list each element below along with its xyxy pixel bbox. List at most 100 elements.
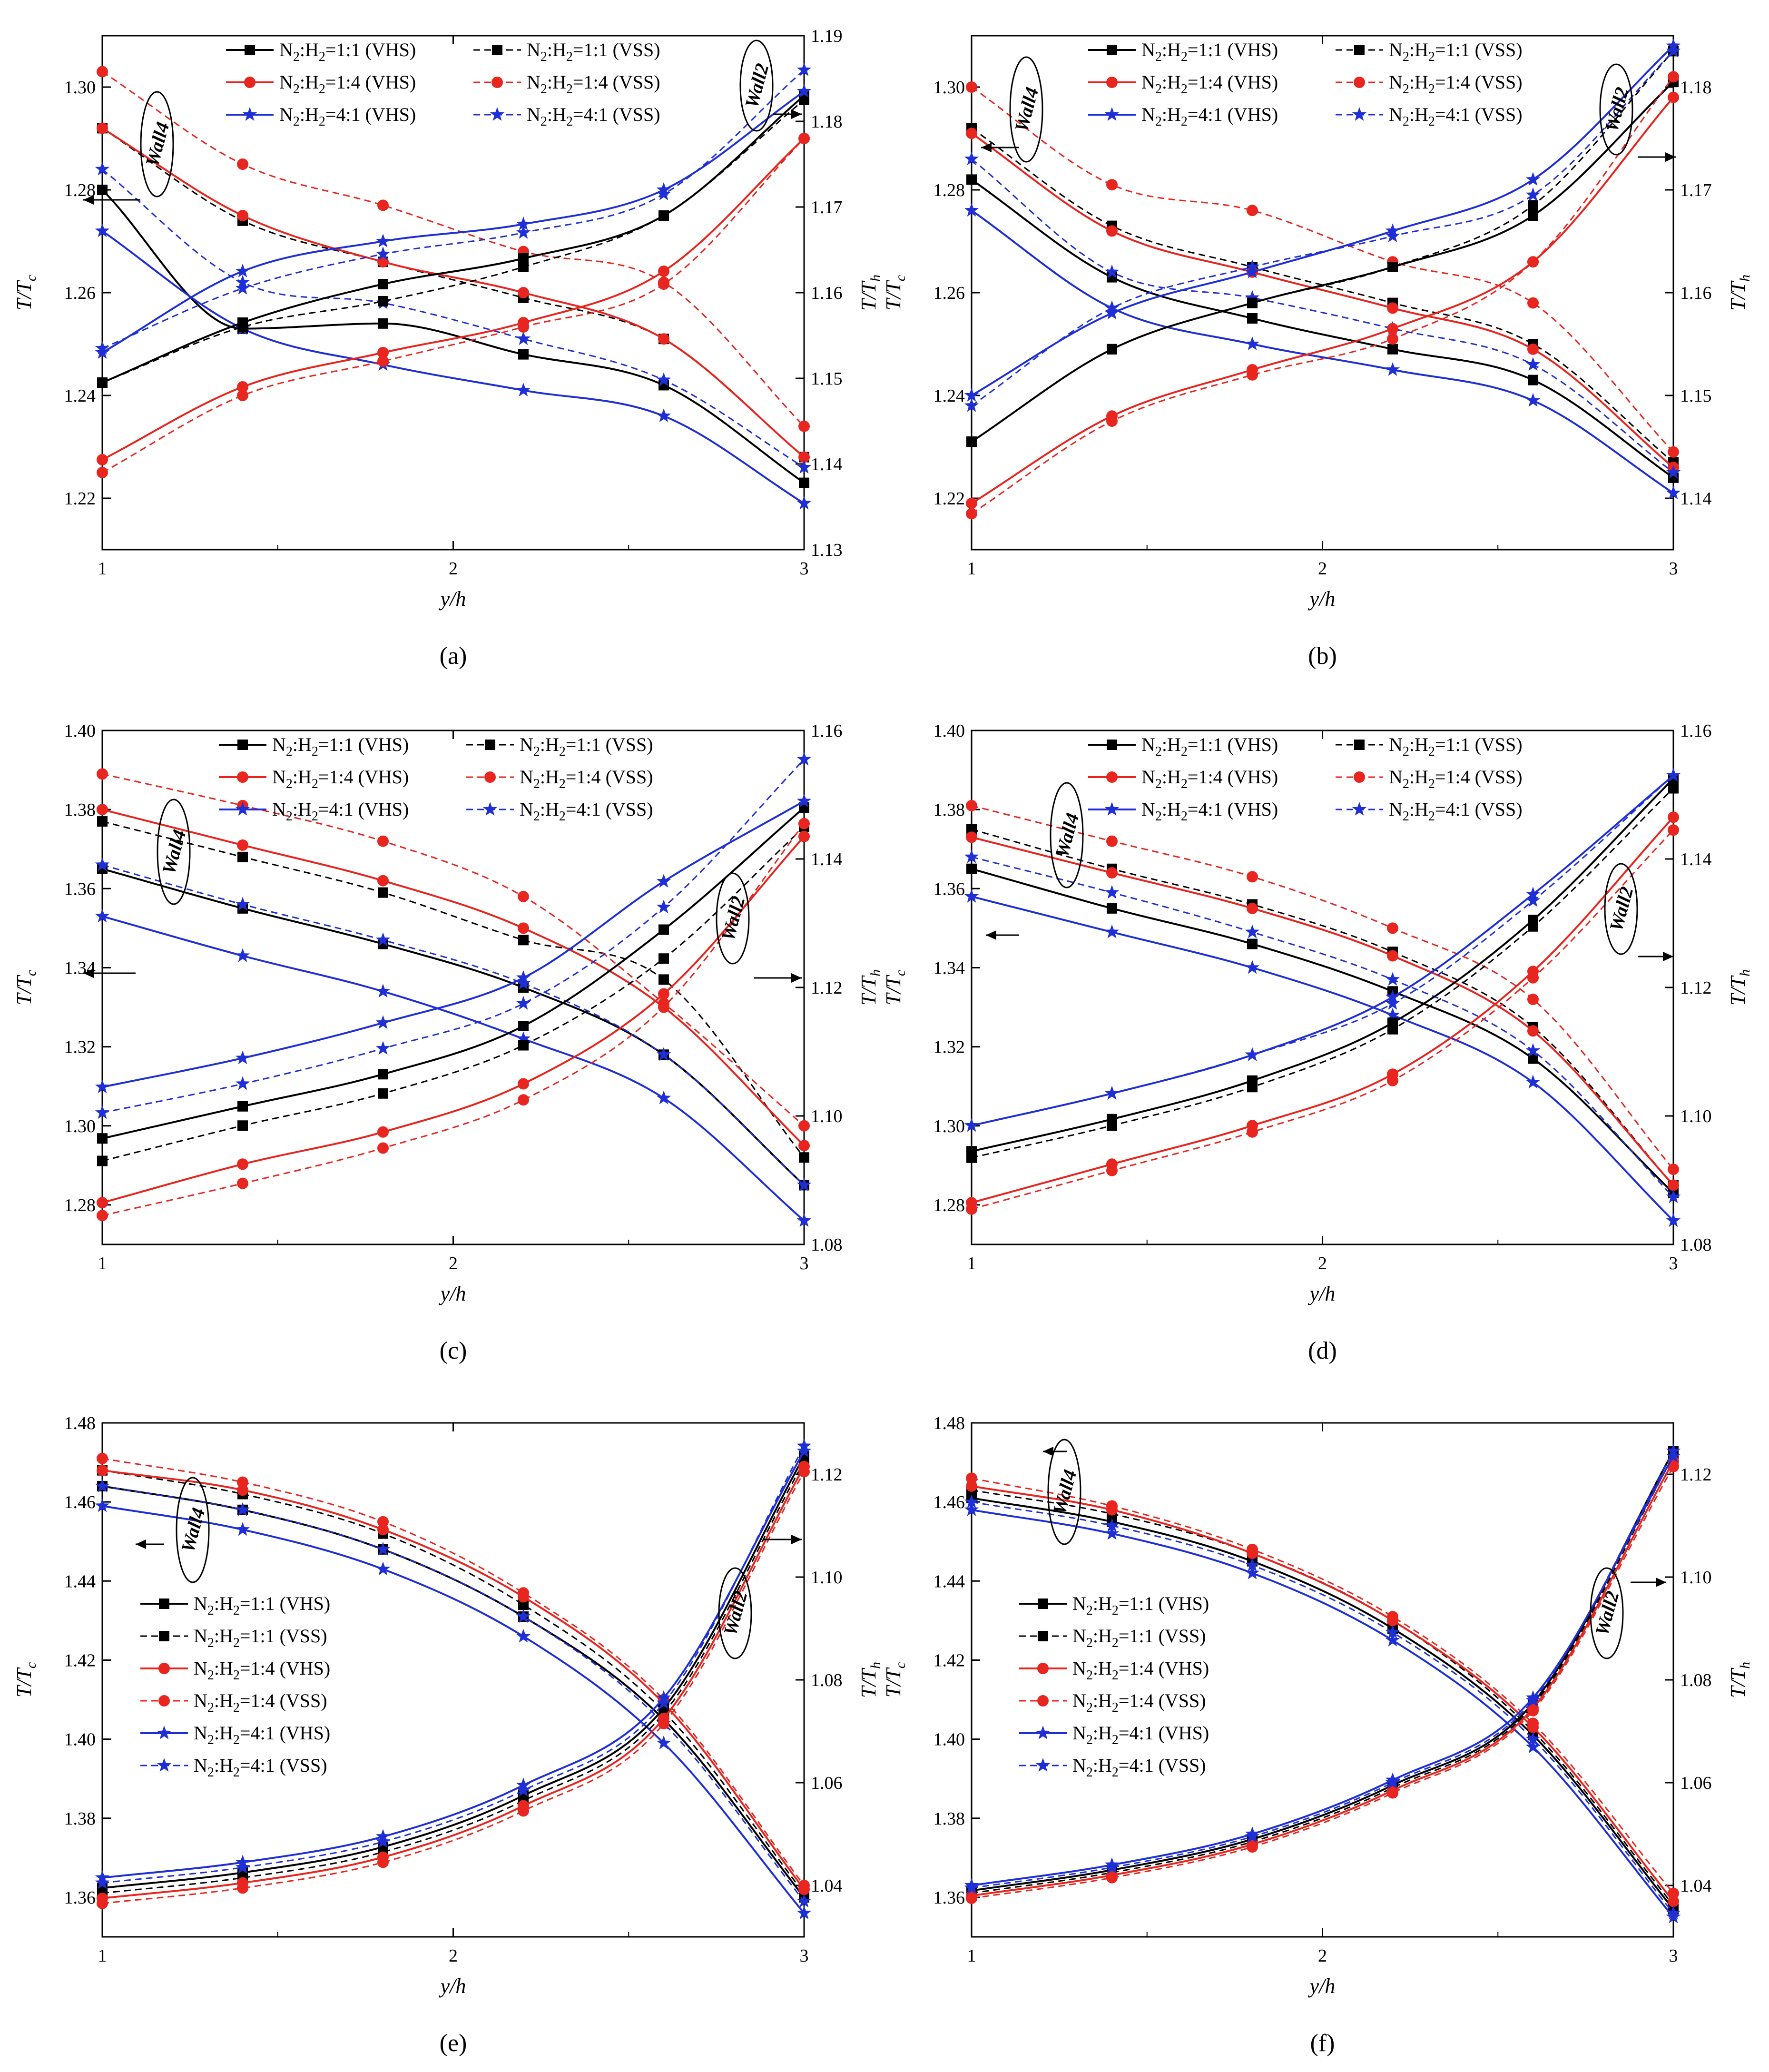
data-point-wall2 xyxy=(658,266,669,277)
legend-label: N2:H2=4:1 (VHS) xyxy=(194,1722,330,1747)
y-left-tick-label: 1.30 xyxy=(64,78,96,98)
y-left-tick-label: 1.38 xyxy=(934,1809,965,1829)
data-point-wall2 xyxy=(375,1834,391,1848)
data-point-wall4 xyxy=(378,887,388,898)
data-point-wall2 xyxy=(1245,1047,1260,1061)
series-line-wall4 xyxy=(102,809,805,1146)
data-point-wall4 xyxy=(516,976,531,990)
data-point-wall2 xyxy=(518,1040,529,1051)
data-point-wall4 xyxy=(1666,1909,1681,1924)
data-point-wall2 xyxy=(237,1177,248,1189)
data-point-wall2 xyxy=(1387,1024,1398,1035)
legend-swatch-marker xyxy=(158,1695,170,1707)
data-point-wall4 xyxy=(97,122,108,134)
y-left-tick-label: 1.24 xyxy=(934,386,965,406)
y-left-axis-label: T/Tc xyxy=(882,1662,908,1698)
data-point-wall2 xyxy=(237,1101,248,1112)
data-point-wall4 xyxy=(798,1140,810,1152)
data-point-wall4 xyxy=(656,372,671,386)
data-point-wall2 xyxy=(237,390,248,401)
y-right-tick-label: 1.12 xyxy=(1680,1465,1712,1485)
series-line-wall2 xyxy=(971,778,1674,1153)
legend-swatch-marker xyxy=(1352,107,1367,121)
data-point-wall4 xyxy=(1385,1007,1400,1022)
data-point-wall2 xyxy=(658,953,669,964)
legend-swatch-marker xyxy=(1035,1726,1051,1739)
legend-swatch-marker xyxy=(482,802,498,816)
data-point-wall2 xyxy=(1668,71,1679,83)
data-point-wall4 xyxy=(1106,867,1118,879)
data-point-wall4 xyxy=(966,863,977,874)
legend-label: N2:H2=1:1 (VHS) xyxy=(272,734,409,759)
y-left-axis-label: T/Tc xyxy=(12,275,39,311)
data-point-wall2 xyxy=(237,1158,248,1170)
data-point-wall4 xyxy=(518,890,529,902)
legend-swatch-marker xyxy=(1354,740,1365,750)
data-point-wall2 xyxy=(237,322,248,332)
panel-label: (e) xyxy=(440,2030,467,2057)
series-line-wall4 xyxy=(971,128,1674,463)
panel-label: (d) xyxy=(1308,1337,1337,1364)
annotation-arrow-wall2-head xyxy=(791,109,802,119)
series-line-wall2 xyxy=(102,823,805,1216)
data-point-wall4 xyxy=(964,888,979,903)
data-point-wall4 xyxy=(518,287,529,298)
y-left-tick-label: 1.24 xyxy=(64,386,96,406)
data-point-wall2 xyxy=(518,321,529,333)
data-point-wall2 xyxy=(798,1466,810,1478)
data-point-wall2 xyxy=(966,508,977,520)
series-line-wall4 xyxy=(102,915,805,1222)
legend-swatch-marker xyxy=(1107,740,1117,750)
series-line-wall4 xyxy=(102,1505,805,1914)
data-point-wall4 xyxy=(237,839,248,851)
y-right-tick-label: 1.08 xyxy=(1680,1670,1712,1690)
legend-label: N2:H2=1:4 (VSS) xyxy=(1389,71,1523,97)
data-point-wall2 xyxy=(964,1880,979,1894)
data-point-wall4 xyxy=(377,1516,389,1528)
data-point-wall2 xyxy=(1666,768,1681,782)
y-right-tick-label: 1.14 xyxy=(1680,489,1712,509)
data-point-wall2 xyxy=(966,1893,977,1904)
legend-swatch-marker xyxy=(158,1663,170,1674)
y-left-axis-label: T/Tc xyxy=(882,970,908,1006)
legend: N2:H2=1:1 (VHS) N2:H2=1:1 (VSS) N2:H2=1:4 … xyxy=(1088,734,1523,824)
data-point-wall4 xyxy=(1527,993,1539,1005)
series-line-wall4 xyxy=(102,1458,805,1886)
legend-swatch-marker xyxy=(235,802,250,816)
legend-swatch-marker xyxy=(237,771,248,783)
data-point-wall2 xyxy=(1525,1693,1541,1707)
data-point-wall4 xyxy=(1104,924,1120,938)
data-point-wall4 xyxy=(1527,343,1539,355)
data-point-wall2 xyxy=(1668,824,1679,836)
y-right-axis-label: T/Th xyxy=(1726,969,1753,1006)
data-point-wall2 xyxy=(377,355,389,367)
legend-label: N2:H2=4:1 (VSS) xyxy=(194,1755,327,1780)
y-left-tick-label: 1.36 xyxy=(64,1888,96,1908)
data-point-wall2 xyxy=(518,262,529,272)
y-right-axis-label: T/Th xyxy=(1726,275,1753,311)
y-right-tick-label: 1.08 xyxy=(811,1670,843,1690)
data-point-wall2 xyxy=(796,1438,812,1452)
data-point-wall2 xyxy=(1106,1872,1118,1884)
legend-label: N2:H2=1:1 (VSS) xyxy=(1389,39,1523,64)
data-point-wall2 xyxy=(97,1155,108,1166)
y-right-tick-label: 1.06 xyxy=(811,1773,843,1793)
data-point-wall2 xyxy=(375,1041,391,1055)
series-line-wall2 xyxy=(102,1445,805,1884)
data-point-wall2 xyxy=(1666,1449,1681,1463)
legend-label: N2:H2=1:1 (VSS) xyxy=(1389,734,1523,759)
data-point-wall2 xyxy=(656,187,671,200)
data-point-wall4 xyxy=(1245,960,1260,974)
data-point-wall4 xyxy=(95,1478,110,1492)
data-point-wall2 xyxy=(97,1133,108,1144)
data-point-wall2 xyxy=(1247,1082,1258,1093)
data-point-wall4 xyxy=(1247,902,1258,914)
x-tick-label: 2 xyxy=(449,1253,458,1273)
x-tick-label: 2 xyxy=(1318,559,1327,579)
data-point-wall4 xyxy=(1525,1075,1541,1089)
legend-swatch-marker xyxy=(237,740,248,750)
data-point-wall2 xyxy=(237,1120,248,1131)
data-point-wall2 xyxy=(1247,1841,1258,1853)
series-line-wall4 xyxy=(971,829,1674,1186)
data-point-wall4 xyxy=(97,768,108,780)
